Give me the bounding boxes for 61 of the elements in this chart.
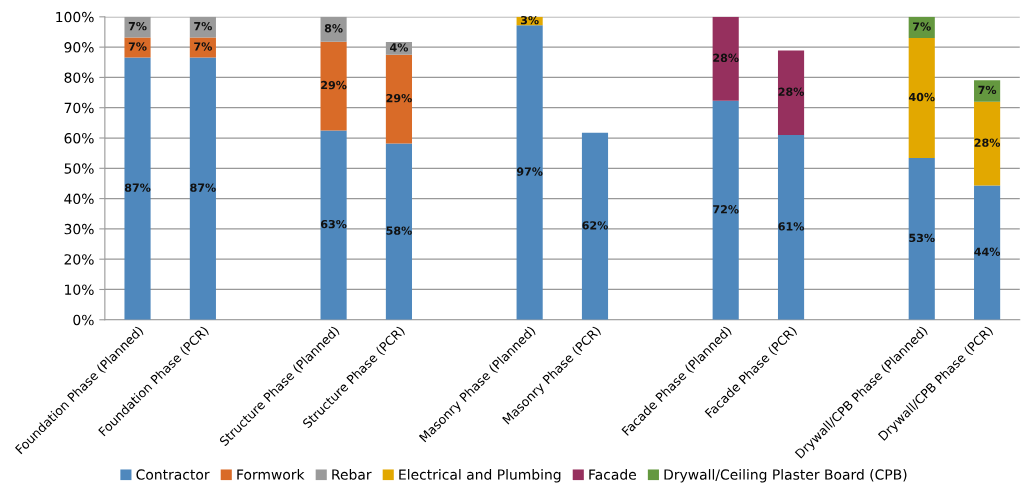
y-tick-label: 10% bbox=[65, 284, 94, 295]
legend-label: Electrical and Plumbing bbox=[399, 469, 561, 483]
data-label: 28% bbox=[778, 87, 804, 96]
bar bbox=[712, 16, 739, 101]
data-label: 7% bbox=[128, 21, 147, 31]
bar bbox=[320, 130, 347, 320]
bar bbox=[974, 101, 1001, 186]
data-label: 7% bbox=[194, 21, 212, 31]
data-label: 53% bbox=[909, 233, 935, 243]
bar bbox=[189, 57, 216, 320]
bar bbox=[581, 132, 609, 320]
legend-label: Formwork bbox=[237, 469, 305, 480]
data-label: 97% bbox=[516, 167, 543, 176]
bar bbox=[385, 54, 413, 144]
bar bbox=[712, 100, 739, 320]
data-label: 7% bbox=[978, 85, 997, 95]
bar bbox=[124, 57, 151, 320]
bar bbox=[320, 41, 347, 131]
bar bbox=[908, 38, 935, 158]
data-label: 28% bbox=[974, 138, 1001, 147]
data-label: 87% bbox=[124, 183, 151, 192]
data-label: 61% bbox=[778, 222, 804, 231]
bar bbox=[908, 158, 935, 320]
bar bbox=[385, 143, 413, 320]
legend-label: Facade bbox=[589, 469, 636, 480]
legend-label: Drywall/Ceiling Plaster Board (CPB) bbox=[664, 469, 907, 483]
data-label: 7% bbox=[194, 42, 212, 51]
bar bbox=[777, 134, 805, 320]
data-label: 4% bbox=[390, 43, 409, 52]
y-tick-label: 50% bbox=[64, 163, 94, 174]
y-tick-label: 60% bbox=[64, 132, 94, 144]
bar bbox=[124, 37, 151, 58]
bar bbox=[974, 80, 1001, 102]
bar bbox=[777, 50, 805, 135]
data-label: 87% bbox=[190, 183, 216, 192]
data-label: 8% bbox=[324, 24, 343, 33]
data-label: 40% bbox=[908, 92, 935, 102]
y-tick-label: 30% bbox=[64, 223, 94, 235]
data-label: 63% bbox=[320, 219, 347, 229]
y-tick-label: 80% bbox=[64, 72, 94, 83]
bar bbox=[320, 16, 347, 42]
y-tick-label: 100% bbox=[56, 11, 94, 23]
data-label: 44% bbox=[974, 247, 1001, 256]
y-tick-label: 90% bbox=[64, 42, 94, 53]
y-tick-label: 70% bbox=[64, 102, 94, 114]
y-tick-label: 0% bbox=[73, 314, 94, 326]
data-label: 29% bbox=[386, 93, 412, 103]
data-label: 7% bbox=[913, 22, 931, 31]
data-label: 62% bbox=[582, 221, 608, 230]
data-label: 72% bbox=[713, 205, 739, 214]
data-label: 58% bbox=[386, 226, 412, 235]
data-label: 3% bbox=[520, 15, 539, 25]
legend-label: Contractor bbox=[136, 469, 210, 480]
legend-label: Rebar bbox=[332, 469, 372, 480]
bar bbox=[974, 185, 1001, 320]
data-label: 7% bbox=[128, 42, 147, 51]
data-label: 29% bbox=[321, 80, 347, 90]
data-label: 28% bbox=[713, 53, 739, 63]
bar bbox=[516, 25, 543, 320]
y-tick-label: 20% bbox=[64, 254, 94, 265]
y-tick-label: 40% bbox=[64, 193, 94, 205]
